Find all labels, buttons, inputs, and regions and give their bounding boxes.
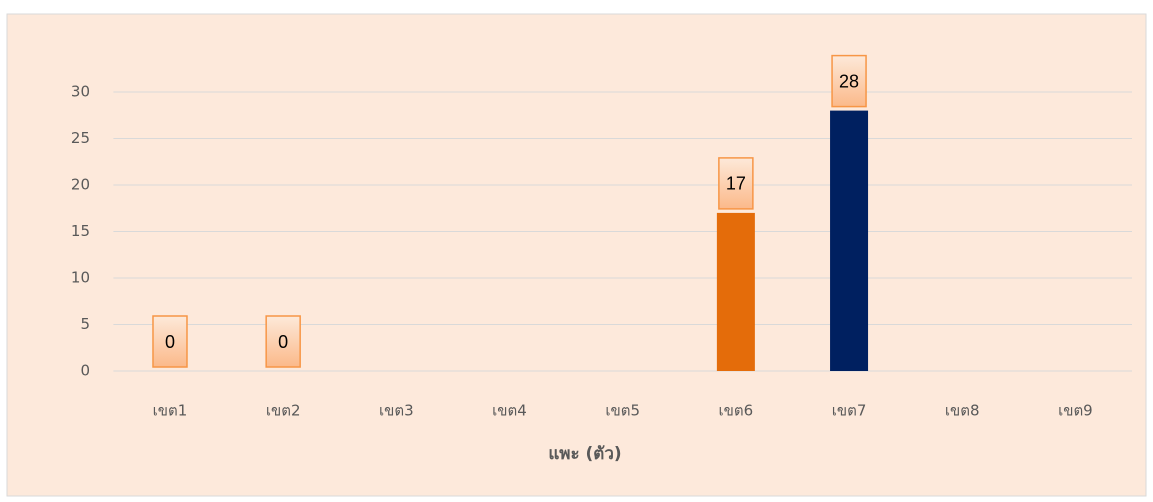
value-label-box: [265, 315, 301, 368]
x-tick-label: เขต1: [153, 402, 188, 420]
value-label: 28: [839, 71, 859, 91]
value-label: 17: [726, 174, 746, 194]
x-tick-label: เขต7: [832, 402, 867, 420]
value-label-box: [831, 54, 867, 108]
y-tick-label: 5: [80, 315, 90, 333]
y-tick-label: 10: [71, 269, 90, 287]
value-label: 0: [165, 332, 175, 352]
x-tick-label: เขต4: [492, 402, 527, 420]
x-tick-label: เขต3: [379, 402, 414, 420]
bar: [716, 212, 755, 371]
x-tick-label: เขต9: [1058, 402, 1093, 420]
y-tick-label: 30: [71, 83, 90, 101]
value-label-box: [718, 157, 754, 210]
y-tick-label: 0: [80, 362, 90, 380]
x-tick-label: เขต5: [605, 402, 640, 420]
y-tick-label: 15: [71, 222, 90, 240]
y-tick-label: 20: [71, 176, 90, 194]
y-tick-label: 25: [71, 129, 90, 147]
x-axis-title: แพะ (ตัว): [548, 444, 621, 464]
value-label: 0: [278, 332, 288, 352]
x-tick-label: เขต2: [266, 402, 301, 420]
bar: [830, 110, 869, 371]
x-tick-label: เขต8: [945, 402, 980, 420]
chart-background: [6, 13, 1147, 497]
x-tick-label: เขต6: [719, 402, 754, 420]
value-label-box: [152, 315, 188, 368]
